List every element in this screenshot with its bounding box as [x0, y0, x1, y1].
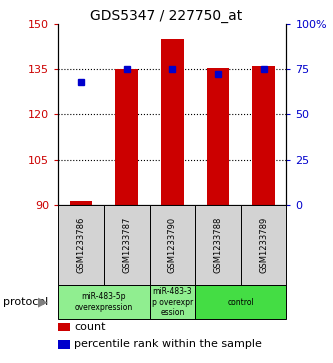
Text: GSM1233788: GSM1233788: [213, 217, 222, 273]
Bar: [195, 285, 286, 319]
Text: protocol: protocol: [3, 297, 49, 307]
Bar: [104, 205, 150, 285]
Text: percentile rank within the sample: percentile rank within the sample: [74, 339, 262, 350]
Text: miR-483-3
p overexpr
ession: miR-483-3 p overexpr ession: [152, 287, 193, 317]
Bar: [241, 205, 286, 285]
Text: control: control: [227, 298, 254, 307]
Bar: [58, 323, 70, 331]
Text: GSM1233787: GSM1233787: [122, 217, 131, 273]
Bar: [58, 340, 70, 349]
Bar: [206, 68, 229, 205]
Bar: [252, 66, 275, 205]
Text: count: count: [74, 322, 106, 332]
Bar: [115, 69, 138, 205]
Text: GSM1233786: GSM1233786: [77, 217, 86, 273]
Text: GDS5347 / 227750_at: GDS5347 / 227750_at: [90, 9, 243, 23]
Text: miR-483-5p
overexpression: miR-483-5p overexpression: [75, 293, 133, 312]
Bar: [195, 205, 241, 285]
Bar: [70, 200, 93, 205]
Bar: [58, 205, 104, 285]
Bar: [58, 285, 150, 319]
Text: GSM1233790: GSM1233790: [168, 217, 177, 273]
Bar: [150, 205, 195, 285]
Text: ▶: ▶: [38, 296, 48, 309]
Text: GSM1233789: GSM1233789: [259, 217, 268, 273]
Bar: [150, 285, 195, 319]
Bar: [161, 39, 184, 205]
